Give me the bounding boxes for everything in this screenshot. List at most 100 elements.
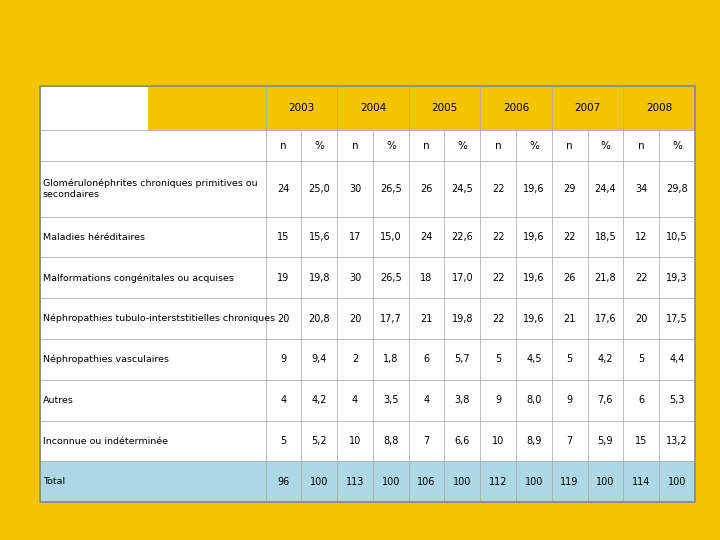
Bar: [480, 217, 516, 258]
Text: 2006: 2006: [503, 103, 529, 113]
Bar: [302, 421, 337, 461]
Bar: [516, 298, 552, 339]
Text: 30: 30: [349, 273, 361, 283]
Text: 10,5: 10,5: [666, 232, 688, 242]
Text: 4,4: 4,4: [669, 354, 685, 364]
Bar: [659, 130, 695, 161]
Text: 6: 6: [423, 354, 430, 364]
Bar: [624, 461, 659, 502]
Bar: [40, 217, 266, 258]
Bar: [40, 339, 266, 380]
Text: 19,8: 19,8: [451, 314, 473, 323]
Bar: [302, 298, 337, 339]
Text: 5,3: 5,3: [669, 395, 685, 405]
Bar: [409, 298, 444, 339]
Text: 24,4: 24,4: [595, 184, 616, 194]
Bar: [480, 86, 552, 130]
Text: 15,0: 15,0: [380, 232, 402, 242]
Bar: [444, 421, 480, 461]
Text: 5: 5: [567, 354, 572, 364]
Text: 22: 22: [492, 184, 504, 194]
Text: 17: 17: [349, 232, 361, 242]
Text: Néphropathies tubulo-interststitielles chroniques: Néphropathies tubulo-interststitielles c…: [43, 314, 275, 323]
Bar: [337, 258, 373, 298]
Text: 25,0: 25,0: [308, 184, 330, 194]
Text: 2008: 2008: [646, 103, 672, 113]
Bar: [40, 161, 266, 217]
Bar: [624, 339, 659, 380]
Bar: [444, 461, 480, 502]
Text: 19,6: 19,6: [523, 232, 544, 242]
Text: 19,6: 19,6: [523, 314, 544, 323]
Bar: [516, 339, 552, 380]
Text: 1,8: 1,8: [383, 354, 398, 364]
Text: 17,0: 17,0: [451, 273, 473, 283]
Bar: [659, 258, 695, 298]
Bar: [480, 339, 516, 380]
Text: 24: 24: [277, 184, 289, 194]
Text: 100: 100: [453, 477, 472, 487]
Bar: [516, 380, 552, 421]
Text: 21,8: 21,8: [595, 273, 616, 283]
Text: 4: 4: [352, 395, 358, 405]
Text: Néphropathies vasculaires: Néphropathies vasculaires: [43, 355, 169, 364]
Text: 106: 106: [418, 477, 436, 487]
Text: Total: Total: [43, 477, 65, 487]
Bar: [659, 421, 695, 461]
Text: 18: 18: [420, 273, 433, 283]
Bar: [659, 461, 695, 502]
Text: 4,2: 4,2: [312, 395, 327, 405]
Text: 9: 9: [495, 395, 501, 405]
Text: n: n: [423, 140, 430, 151]
Bar: [588, 339, 624, 380]
Bar: [266, 298, 302, 339]
Bar: [373, 161, 409, 217]
Text: %: %: [672, 140, 682, 151]
Bar: [516, 421, 552, 461]
Text: 9: 9: [281, 354, 287, 364]
Bar: [624, 161, 659, 217]
Bar: [516, 130, 552, 161]
Text: 22: 22: [492, 232, 504, 242]
Text: 12: 12: [635, 232, 647, 242]
Bar: [588, 298, 624, 339]
Text: 2005: 2005: [431, 103, 458, 113]
Bar: [552, 339, 588, 380]
Bar: [409, 461, 444, 502]
Text: 9: 9: [567, 395, 572, 405]
Text: 3,5: 3,5: [383, 395, 399, 405]
Text: 22: 22: [492, 273, 504, 283]
Text: 19,3: 19,3: [666, 273, 688, 283]
Text: 34: 34: [635, 184, 647, 194]
Text: 18,5: 18,5: [595, 232, 616, 242]
Bar: [444, 130, 480, 161]
Text: Maladies héréditaires: Maladies héréditaires: [43, 233, 145, 241]
Text: Autres: Autres: [43, 396, 73, 404]
Text: 4: 4: [281, 395, 287, 405]
Text: 96: 96: [277, 477, 289, 487]
Text: 19,8: 19,8: [309, 273, 330, 283]
Text: 30: 30: [349, 184, 361, 194]
Text: 100: 100: [596, 477, 615, 487]
Text: n: n: [352, 140, 359, 151]
Text: 10: 10: [492, 436, 504, 446]
Text: 100: 100: [310, 477, 328, 487]
Bar: [659, 298, 695, 339]
Text: 100: 100: [667, 477, 686, 487]
Bar: [588, 421, 624, 461]
Text: 5: 5: [495, 354, 501, 364]
Bar: [337, 421, 373, 461]
Text: 119: 119: [560, 477, 579, 487]
Bar: [588, 461, 624, 502]
Text: 26,5: 26,5: [380, 184, 402, 194]
Text: 20,8: 20,8: [308, 314, 330, 323]
Bar: [409, 339, 444, 380]
Text: 3,8: 3,8: [454, 395, 470, 405]
Bar: [40, 461, 266, 502]
Text: 7: 7: [423, 436, 430, 446]
Text: 22,6: 22,6: [451, 232, 473, 242]
Bar: [552, 161, 588, 217]
Bar: [444, 217, 480, 258]
Text: 17,6: 17,6: [595, 314, 616, 323]
Text: 21: 21: [564, 314, 576, 323]
